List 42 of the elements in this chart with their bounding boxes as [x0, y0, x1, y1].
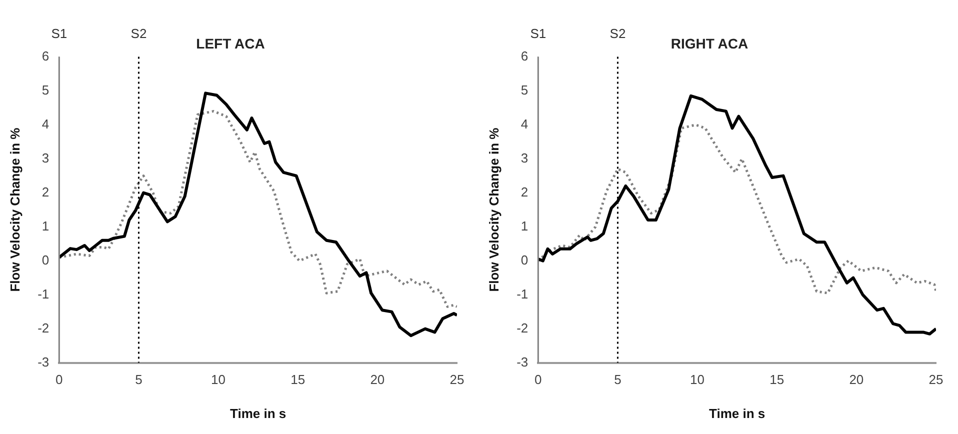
x-tick-label: 10: [690, 372, 705, 388]
y-tick-label: 4: [42, 116, 50, 132]
y-tick-label: 1: [520, 218, 528, 234]
y-tick-label: -2: [516, 320, 528, 336]
chart-title: LEFT ACA: [196, 35, 265, 52]
x-tick-label: 20: [370, 372, 385, 388]
x-tick-label: 0: [534, 372, 542, 388]
chart-title: RIGHT ACA: [670, 35, 748, 52]
y-tick-label: 1: [42, 218, 50, 234]
y-tick-label: -1: [516, 286, 528, 302]
x-tick-label: 15: [290, 372, 306, 388]
y-tick-label: 6: [520, 48, 528, 64]
x-tick-label: 25: [450, 372, 464, 388]
x-tick-label: 10: [211, 372, 226, 388]
x-tick-label: 5: [135, 372, 142, 388]
y-tick-label: 4: [520, 116, 528, 132]
y-tick-label: 2: [42, 184, 50, 200]
ref-line-label: S1: [51, 26, 68, 41]
y-axis-title: Flow Velocity Change in %: [486, 127, 502, 292]
x-tick-label: 5: [614, 372, 622, 388]
ref-line-label: S2: [130, 26, 147, 41]
y-tick-label: 0: [520, 252, 528, 268]
x-tick-label: 20: [849, 372, 864, 388]
x-tick-label: 25: [928, 372, 944, 388]
x-axis-title: Time in s: [709, 406, 766, 421]
y-tick-label: -2: [38, 320, 50, 336]
y-tick-label: 2: [520, 184, 528, 200]
y-tick-label: -3: [516, 354, 528, 370]
y-tick-label: 5: [520, 82, 528, 98]
y-tick-label: 5: [42, 82, 50, 98]
y-tick-label: -1: [38, 286, 50, 302]
y-axis-title: Flow Velocity Change in %: [7, 127, 22, 292]
y-tick-label: -3: [38, 354, 50, 370]
y-tick-label: 6: [42, 48, 50, 64]
y-tick-label: 3: [42, 150, 50, 166]
x-tick-label: 15: [770, 372, 784, 388]
x-axis-title: Time in s: [230, 406, 286, 421]
ref-line-label: S1: [530, 26, 546, 41]
x-tick-label: 0: [56, 372, 63, 388]
ref-line-label: S2: [610, 26, 626, 41]
y-tick-label: 0: [42, 252, 50, 268]
y-tick-label: 3: [520, 150, 528, 166]
